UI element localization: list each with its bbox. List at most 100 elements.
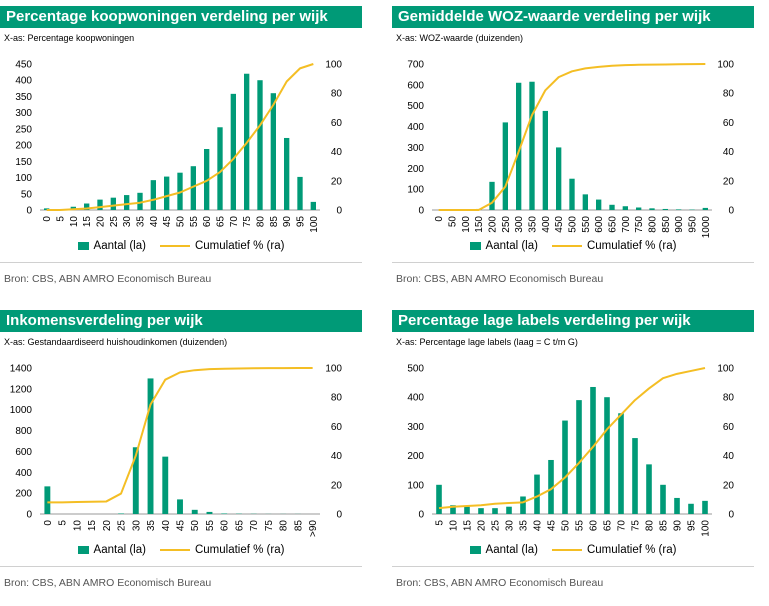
y-right-tick-label: 20 [723,176,735,187]
bar [111,198,116,210]
y-left-tick-label: 300 [407,143,424,154]
legend-label: Aantal (la) [94,240,146,252]
x-tick-label: 600 [594,216,605,233]
x-tick-label: 25 [117,520,128,532]
bar [297,177,302,210]
bar-swatch-icon [470,242,481,250]
x-tick-label: 0 [434,216,445,222]
x-tick-label: 85 [293,520,304,532]
legend-label: Cumulatief % (ra) [587,544,676,556]
y-right-tick-label: 20 [723,480,735,491]
bar [257,80,262,210]
y-right-tick-label: 60 [723,118,735,129]
x-tick-label: 50 [176,216,187,228]
y-left-tick-label: 450 [15,60,32,71]
divider [392,262,754,263]
bar [503,122,508,210]
x-tick-label: 75 [242,216,253,228]
y-left-tick-label: 400 [15,468,32,479]
legend-label: Cumulatief % (ra) [195,544,284,556]
x-tick-label: 65 [216,216,227,228]
bar [676,209,681,210]
bar [162,457,168,514]
y-left-tick-label: 200 [407,164,424,175]
y-left-tick-label: 200 [15,141,32,152]
x-tick-label: 45 [176,520,187,532]
x-tick-label: 20 [477,520,488,532]
x-tick-label: 950 [688,216,699,233]
x-tick-label: 700 [621,216,632,233]
legend-label: Cumulatief % (ra) [195,240,284,252]
legend-label: Aantal (la) [94,544,146,556]
chart-legend: Aantal (la) Cumulatief % (ra) [392,544,754,556]
chart-legend: Aantal (la) Cumulatief % (ra) [392,240,754,252]
bar [520,496,526,514]
x-tick-label: 85 [269,216,280,228]
x-tick-label: 55 [575,520,586,532]
bar [221,513,227,514]
bar [543,111,548,210]
bar-swatch-icon [470,546,481,554]
y-right-tick-label: 40 [723,147,735,158]
y-right-tick-label: 60 [723,422,735,433]
x-tick-label: 80 [645,520,656,532]
bar [311,202,316,210]
y-left-tick-label: 0 [26,510,32,521]
y-right-tick-label: 40 [331,147,343,158]
y-left-tick-label: 350 [15,92,32,103]
bar [118,513,124,514]
chart-panel-inkomen: Inkomensverdeling per wijk X-as: Gestand… [0,310,374,606]
line-swatch-icon [160,245,190,247]
y-right-tick-label: 40 [723,451,735,462]
y-right-tick-label: 100 [717,60,734,71]
bar [489,182,494,210]
x-tick-label: 45 [162,216,173,228]
y-left-tick-label: 300 [15,108,32,119]
bar [674,498,680,514]
x-tick-label: 0 [42,216,53,222]
x-tick-label: 250 [501,216,512,233]
x-tick-label: 30 [122,216,133,228]
chart-legend: Aantal (la) Cumulatief % (ra) [0,240,362,252]
x-tick-label: 15 [87,520,98,532]
y-left-tick-label: 700 [407,60,424,71]
bar [192,510,198,514]
x-tick-label: >90 [308,520,319,537]
x-tick-label: 750 [634,216,645,233]
x-tick-label: 40 [149,216,160,228]
x-tick-label: 25 [109,216,120,228]
x-tick-label: 5 [435,520,446,526]
bar [636,207,641,210]
bar [478,508,484,514]
y-right-tick-label: 80 [331,393,343,404]
bar [702,501,708,514]
y-right-tick-label: 0 [336,206,342,217]
y-right-tick-label: 80 [331,89,343,100]
x-tick-label: 5 [58,520,69,526]
bar [663,209,668,210]
legend-label: Cumulatief % (ra) [587,240,676,252]
y-left-tick-label: 100 [407,480,424,491]
x-tick-label: 40 [533,520,544,532]
legend-item-aantal: Aantal (la) [470,240,538,252]
bar [271,93,276,210]
x-tick-label: 40 [161,520,172,532]
divider [392,566,754,567]
x-tick-label: 95 [687,520,698,532]
bar [148,378,154,514]
x-tick-label: 80 [256,216,267,228]
divider [0,262,362,263]
y-left-tick-label: 600 [407,80,424,91]
x-tick-label: 35 [519,520,530,532]
bar [44,486,50,514]
x-tick-label: 60 [202,216,213,228]
legend-label: Aantal (la) [486,240,538,252]
x-tick-label: 550 [581,216,592,233]
y-left-tick-label: 1400 [10,364,33,375]
bar [124,195,129,210]
x-tick-label: 65 [234,520,245,532]
chart-legend: Aantal (la) Cumulatief % (ra) [0,544,362,556]
y-left-tick-label: 400 [407,393,424,404]
legend-item-cumulatief: Cumulatief % (ra) [552,240,676,252]
